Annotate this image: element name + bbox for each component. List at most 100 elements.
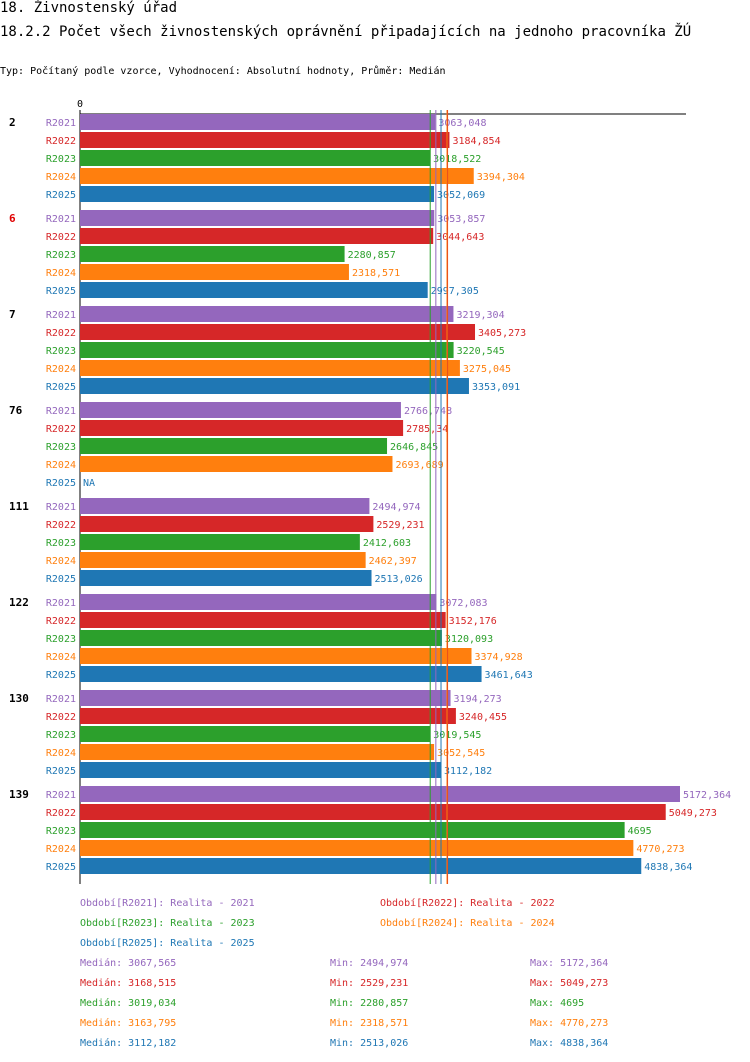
bar-value-label: 3052,069 [437, 190, 485, 201]
series-label: R2022 [46, 424, 76, 435]
series-label: R2024 [46, 172, 76, 183]
series-label: R2025 [46, 382, 76, 393]
bar [80, 210, 435, 226]
bar [80, 150, 431, 166]
bar-value-label: 2693,689 [395, 460, 443, 471]
series-label: R2022 [46, 808, 76, 819]
series-label: R2025 [46, 670, 76, 681]
series-label: R2021 [46, 790, 76, 801]
series-label: R2023 [46, 154, 76, 165]
bar [80, 534, 360, 550]
bar-value-label: 5049,273 [669, 808, 717, 819]
legend-max-r2023: Max: 4695 [530, 998, 585, 1009]
bar [80, 708, 456, 724]
bar [80, 456, 393, 472]
bar [80, 744, 435, 760]
bar-value-label: 3052,545 [437, 748, 485, 759]
bar-value-label: 3353,091 [472, 382, 520, 393]
legend-median-r2021: Medián: 3067,565 [80, 958, 177, 969]
bar [80, 726, 431, 742]
bar [80, 420, 404, 436]
bar [80, 648, 472, 664]
legend-min-r2023: Min: 2280,857 [330, 998, 409, 1009]
axis-zero-label: 0 [77, 99, 83, 110]
bar [80, 612, 446, 628]
bar-value-label: 3152,176 [449, 616, 497, 627]
series-label: R2024 [46, 748, 76, 759]
bar-value-label: 3240,455 [459, 712, 507, 723]
bar [80, 264, 349, 280]
legend-min-r2022: Min: 2529,231 [330, 978, 409, 989]
bar-value-label: 3461,643 [485, 670, 533, 681]
legend-min-r2024: Min: 2318,571 [330, 1018, 409, 1029]
bar-value-label: 4695 [628, 826, 652, 837]
series-label: R2025 [46, 190, 76, 201]
bar-value-label: 3072,083 [439, 598, 487, 609]
series-label: R2021 [46, 694, 76, 705]
chart-subtitle: Typ: Počítaný podle vzorce, Vyhodnocení:… [0, 66, 446, 77]
bar-value-label: 4838,364 [644, 862, 692, 873]
bar-value-label: 2462,397 [369, 556, 417, 567]
bar-value-label: 3374,928 [474, 652, 522, 663]
series-label: R2022 [46, 232, 76, 243]
bar [80, 360, 460, 376]
bar-value-label: 3063,048 [438, 118, 486, 129]
bar [80, 246, 345, 262]
series-label: R2021 [46, 214, 76, 225]
bar-value-label: 3053,857 [437, 214, 485, 225]
category-label: 76 [9, 404, 23, 417]
bar [80, 282, 428, 298]
bar-value-label: 2412,603 [363, 538, 411, 549]
legend-period-r2023: Období[R2023]: Realita - 2023 [80, 918, 255, 929]
bar-value-label: NA [83, 478, 95, 489]
legend-max-r2022: Max: 5049,273 [530, 978, 609, 989]
series-label: R2021 [46, 502, 76, 513]
series-label: R2023 [46, 346, 76, 357]
legend-median-r2025: Medián: 3112,182 [80, 1038, 177, 1049]
bar [80, 378, 469, 394]
bar [80, 690, 451, 706]
category-label: 2 [9, 116, 16, 129]
bar-value-label: 2529,231 [376, 520, 424, 531]
bar [80, 570, 372, 586]
bar-value-label: 3018,522 [433, 154, 481, 165]
bar-value-label: 3112,182 [444, 766, 492, 777]
series-label: R2022 [46, 712, 76, 723]
category-label: 122 [9, 596, 29, 609]
legend-median-r2022: Medián: 3168,515 [80, 978, 177, 989]
series-label: R2024 [46, 652, 76, 663]
series-label: R2025 [46, 574, 76, 585]
category-label: 6 [9, 212, 16, 225]
legend-period-r2022: Období[R2022]: Realita - 2022 [380, 898, 555, 909]
bar [80, 666, 482, 682]
bar [80, 306, 454, 322]
bar [80, 858, 642, 874]
bar-value-label: 2766,748 [404, 406, 452, 417]
series-label: R2021 [46, 598, 76, 609]
series-label: R2023 [46, 250, 76, 261]
series-label: R2025 [46, 766, 76, 777]
bar [80, 594, 437, 610]
bar [80, 840, 634, 856]
bar [80, 342, 454, 358]
series-label: R2023 [46, 442, 76, 453]
legend-median-r2024: Medián: 3163,795 [80, 1018, 177, 1029]
bar-value-label: 3120,093 [445, 634, 493, 645]
series-label: R2024 [46, 364, 76, 375]
bar-value-label: 3405,273 [478, 328, 526, 339]
bar-value-label: 3184,854 [452, 136, 500, 147]
series-label: R2024 [46, 556, 76, 567]
chart-title: 18.2.2 Počet všech živnostenských oprávn… [0, 24, 692, 40]
bar-value-label: 4770,273 [636, 844, 684, 855]
bar-value-label: 2280,857 [348, 250, 396, 261]
series-label: R2025 [46, 286, 76, 297]
bar-value-label: 3219,304 [456, 310, 504, 321]
legend-max-r2024: Max: 4770,273 [530, 1018, 609, 1029]
bar-value-label: 3275,045 [463, 364, 511, 375]
series-label: R2022 [46, 136, 76, 147]
category-label: 139 [9, 788, 29, 801]
bar-value-label: 2494,974 [372, 502, 420, 513]
series-label: R2021 [46, 406, 76, 417]
series-label: R2023 [46, 538, 76, 549]
series-label: R2023 [46, 634, 76, 645]
